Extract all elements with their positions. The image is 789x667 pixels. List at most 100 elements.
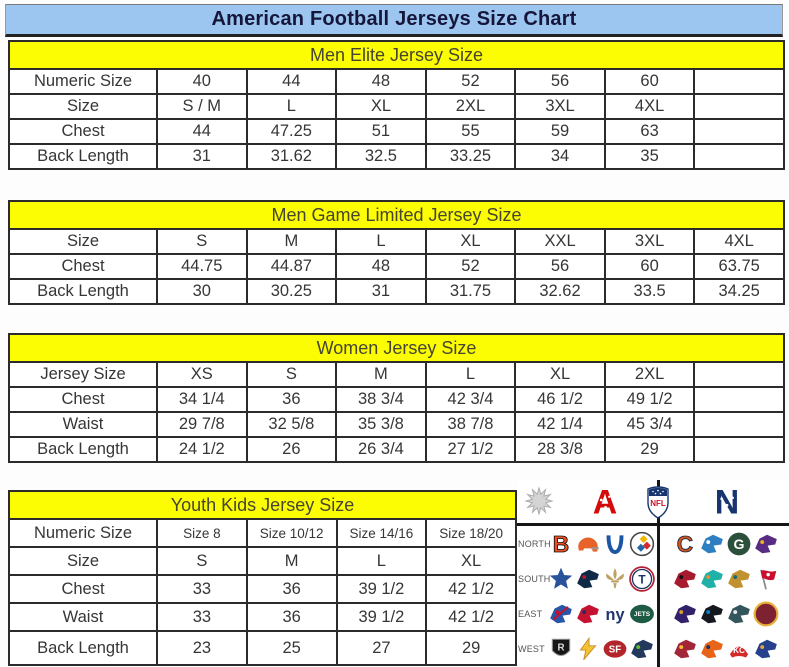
table-cell: 47.25 [245, 118, 338, 145]
starburst-icon [524, 486, 554, 516]
lions-icon [698, 530, 725, 557]
men-elite-table: Men Elite Jersey Size Numeric Size 40 44 48 5… [8, 40, 785, 170]
row-label: Chest [8, 386, 158, 413]
table-cell: 36 [245, 602, 338, 632]
division-label: WEST [518, 644, 545, 655]
table-cell: 56 [514, 253, 606, 280]
nfc-icon: N [715, 484, 739, 519]
table-cell: L [335, 546, 428, 576]
table-cell: 48 [335, 253, 427, 280]
table-cell: 38 3/4 [335, 386, 427, 413]
table-cell: S [156, 228, 248, 255]
svg-text:SF: SF [608, 644, 621, 655]
table-cell: 40 [156, 68, 248, 95]
packers-icon: G [725, 530, 752, 557]
browns-icon [574, 530, 601, 557]
row-label: Numeric Size [8, 518, 158, 548]
table-cell [693, 93, 785, 120]
table-cell: 27 1/2 [424, 436, 517, 463]
eagles-icon [725, 600, 752, 627]
table-cell: 34.25 [693, 278, 785, 305]
table-cell: 30 [156, 278, 248, 305]
conference-header: A NFL N [517, 480, 789, 526]
column-gap [655, 596, 671, 631]
table-cell: M [245, 546, 338, 576]
row-label: Chest [8, 574, 158, 604]
table-cell: L [245, 93, 338, 120]
table-cell: 46 1/2 [514, 386, 606, 413]
section-header: Men Elite Jersey Size [8, 40, 785, 70]
table-cell [693, 118, 785, 145]
table-cell: 63 [603, 118, 696, 145]
table-cell: M [245, 228, 338, 255]
table-cell [693, 411, 785, 438]
colts-icon [601, 530, 628, 557]
table-cell: 33.5 [603, 278, 696, 305]
table-cell: 33.25 [424, 143, 517, 170]
nfl-logo-panel: A NFL N NORTH B C G SOUTH T EAST ny JETS WEST R SF K… [517, 480, 789, 667]
column-gap [655, 526, 671, 561]
bills-icon [547, 600, 574, 627]
svg-text:N: N [715, 484, 739, 519]
section-header: Youth Kids Jersey Size [8, 490, 517, 520]
table-cell: 42 3/4 [424, 386, 517, 413]
table-cell: Size 10/12 [245, 518, 338, 548]
table-cell: 60 [603, 253, 696, 280]
table-cell: 48 [335, 68, 427, 95]
svg-text:JETS: JETS [633, 611, 650, 618]
table-cell: XXL [514, 228, 606, 255]
table-cell: 42 1/2 [425, 574, 517, 604]
table-cell: 55 [424, 118, 517, 145]
table-cell: 34 [514, 143, 606, 170]
table-cell: 32.5 [335, 143, 427, 170]
table-cell: 32 5/8 [245, 411, 338, 438]
svg-text:A: A [593, 484, 617, 519]
table-cell: 59 [514, 118, 606, 145]
logo-grid: NORTH B C G SOUTH T EAST ny JETS WEST R SF KC [517, 526, 785, 667]
table-cell: 31 [335, 278, 427, 305]
table-cell: S / M [156, 93, 248, 120]
row-label: Waist [8, 602, 158, 632]
table-cell: 42 1/4 [514, 411, 606, 438]
table-cell: 60 [603, 68, 696, 95]
row-label: Chest [8, 253, 158, 280]
row-label: Jersey Size [8, 361, 158, 388]
bears-icon: C [671, 530, 698, 557]
table-cell [693, 436, 785, 463]
column-gap [655, 561, 671, 596]
table-cell: S [156, 546, 248, 576]
table-cell: 2XL [603, 361, 696, 388]
table-cell: 2XL [424, 93, 517, 120]
table-cell: 56 [514, 68, 606, 95]
division-label: SOUTH [518, 573, 551, 584]
table-cell: 23 [156, 630, 248, 666]
buccaneers-icon [752, 565, 779, 592]
table-cell: 63.75 [693, 253, 785, 280]
table-cell: 38 7/8 [424, 411, 517, 438]
svg-text:ny: ny [605, 606, 624, 624]
table-cell: XL [335, 93, 427, 120]
row-label: Back Length [8, 143, 158, 170]
chiefs-icon: KC [725, 636, 752, 663]
row-label: Size [8, 546, 158, 576]
seahawks-icon [628, 636, 655, 663]
texans-icon [574, 565, 601, 592]
49ers-icon: SF [601, 636, 628, 663]
table-cell: 44 [245, 68, 338, 95]
raiders-icon: R [547, 636, 574, 663]
column-gap [655, 632, 671, 667]
table-cell: 25 [245, 630, 338, 666]
table-cell: 35 [603, 143, 696, 170]
svg-text:T: T [638, 572, 646, 586]
row-label: Back Length [8, 278, 158, 305]
panthers-icon [698, 600, 725, 627]
table-cell: 44.87 [245, 253, 338, 280]
row-label: Size [8, 228, 158, 255]
svg-text:NFL: NFL [650, 499, 666, 508]
table-cell: 3XL [603, 228, 696, 255]
table-cell: 28 3/8 [514, 436, 606, 463]
rams-icon [752, 636, 779, 663]
table-cell: 35 3/8 [335, 411, 427, 438]
broncos-icon [698, 636, 725, 663]
table-cell: XL [425, 546, 517, 576]
